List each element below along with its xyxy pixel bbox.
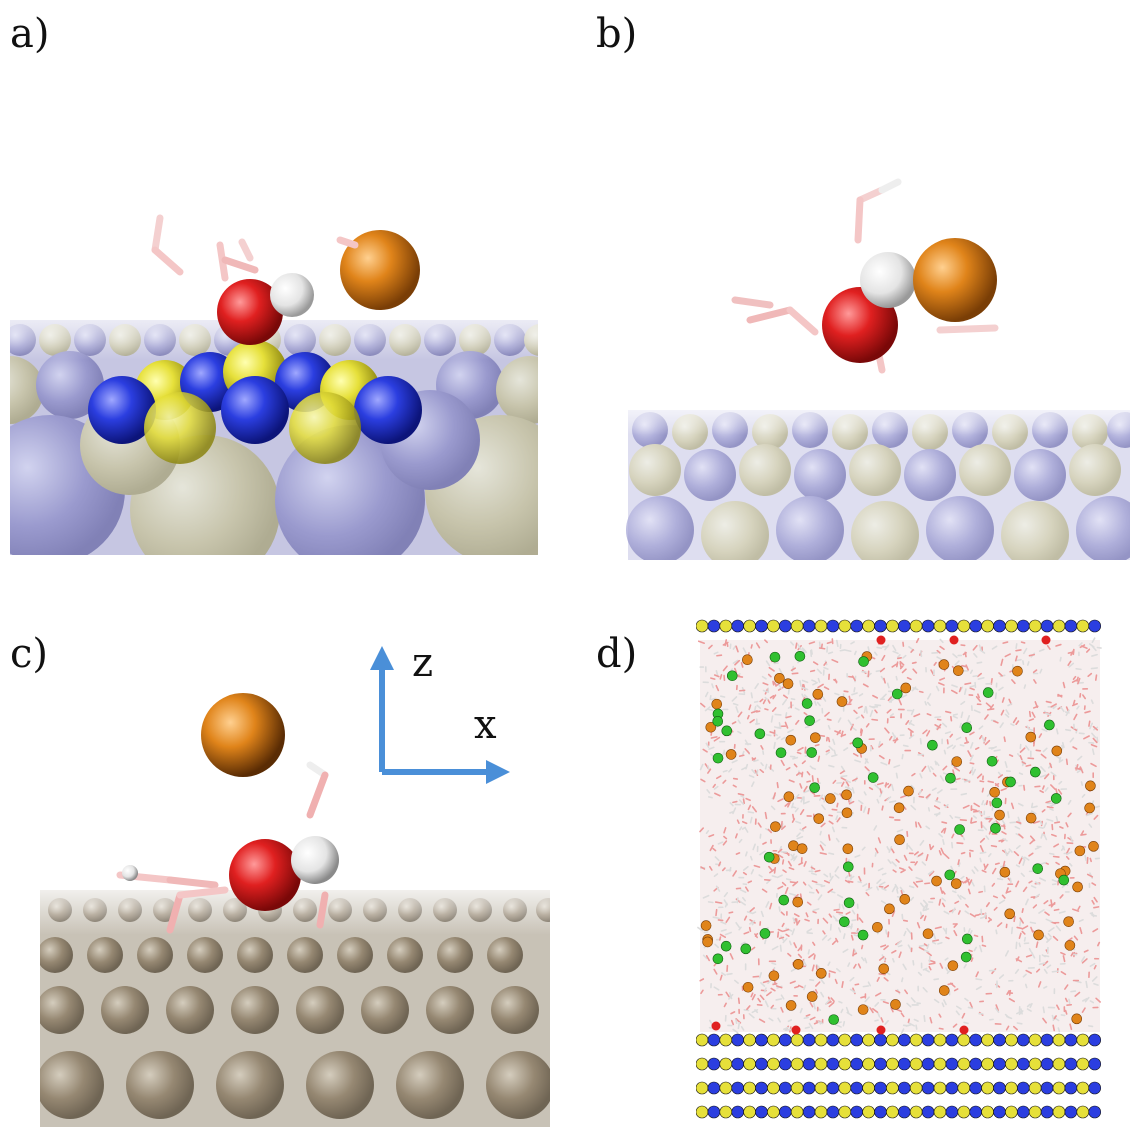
x-axis-label: x xyxy=(474,702,497,748)
x-axis-arrow xyxy=(382,760,510,784)
panel-label-c: c) xyxy=(10,631,49,677)
panel-a-image xyxy=(10,200,538,555)
panel-d-image xyxy=(696,616,1104,1127)
z-axis-label: z xyxy=(412,640,434,686)
z-axis-arrow xyxy=(370,646,394,772)
axes-indicator: z x xyxy=(360,640,530,790)
panel-c-image xyxy=(40,680,550,1127)
panel-label-a: a) xyxy=(10,11,50,57)
panel-b-image xyxy=(620,170,1130,560)
panel-label-b: b) xyxy=(596,11,638,57)
panel-label-d: d) xyxy=(596,631,638,677)
